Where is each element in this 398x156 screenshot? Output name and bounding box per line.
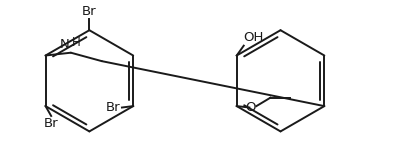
Text: Br: Br xyxy=(106,101,121,114)
Text: Br: Br xyxy=(44,117,59,130)
Text: N: N xyxy=(60,38,69,51)
Text: OH: OH xyxy=(244,31,264,44)
Text: Br: Br xyxy=(82,5,97,18)
Text: O: O xyxy=(246,101,256,114)
Text: H: H xyxy=(72,36,80,49)
